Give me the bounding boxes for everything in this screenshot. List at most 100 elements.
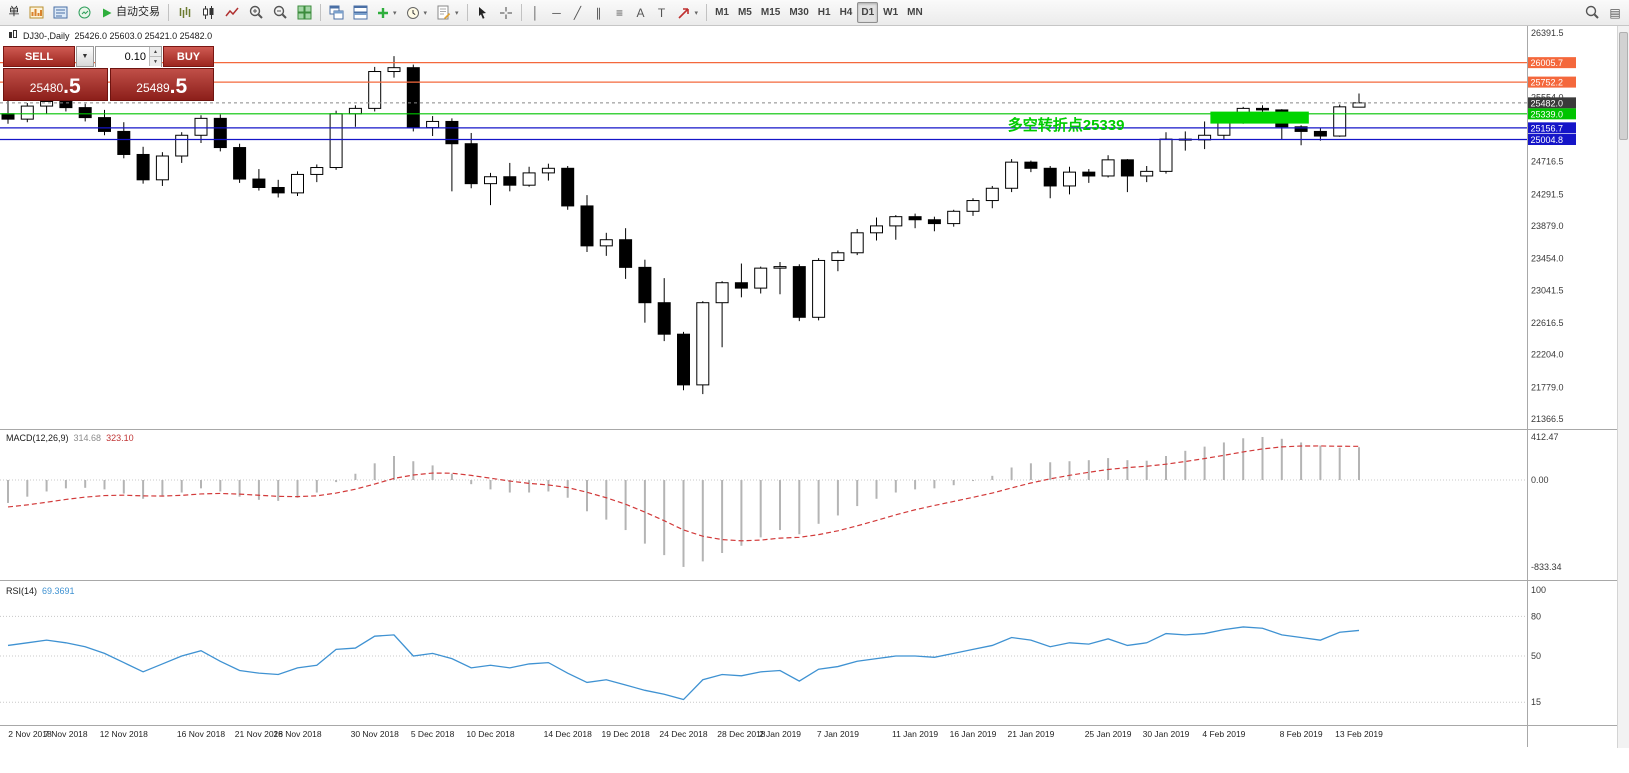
svg-text:2 Nov 2018: 2 Nov 2018 [8, 729, 52, 739]
bar-chart-button[interactable] [173, 2, 196, 23]
trend-line-button[interactable]: ╱ [573, 5, 582, 20]
horizontal-line-button[interactable]: ─ [552, 5, 561, 20]
crosshair-button[interactable] [495, 2, 517, 23]
toolbar-separator [168, 4, 169, 21]
macd-signal-value: 323.10 [106, 433, 134, 443]
label-button[interactable]: T [657, 5, 666, 20]
new-order-button[interactable]: 单 [8, 6, 20, 18]
svg-text:0.00: 0.00 [1531, 475, 1549, 485]
svg-text:50: 50 [1531, 651, 1541, 661]
drawing-objects [1210, 111, 1309, 124]
timeframe-m30-button[interactable]: M30 [789, 6, 809, 18]
svg-text:10 Dec 2018: 10 Dec 2018 [466, 729, 514, 739]
data-window-button[interactable]: ▤ [1609, 5, 1621, 20]
channel-button[interactable]: ∥ [595, 5, 602, 20]
periods-button[interactable]: ▾ [402, 2, 432, 23]
tile-windows-button[interactable] [293, 2, 316, 23]
toolbar-separator [320, 4, 321, 21]
buy-price-main: 25489 [136, 81, 170, 95]
highlight-rectangle [1210, 111, 1309, 124]
chart-ohlc: 25426.0 25603.0 25421.0 25482.0 [74, 31, 213, 41]
svg-text:21 Jan 2019: 21 Jan 2019 [1008, 729, 1055, 739]
volume-spinner: ▲ ▼ [149, 47, 161, 66]
templates-button[interactable]: ▾ [432, 2, 463, 23]
svg-text:25482.0: 25482.0 [1531, 98, 1564, 108]
toolbar-separator [706, 4, 708, 21]
sell-button[interactable]: SELL [3, 46, 75, 67]
zoom-out-button[interactable] [269, 2, 292, 23]
svg-text:25339.0: 25339.0 [1531, 109, 1564, 119]
candlestick-button[interactable] [197, 2, 220, 23]
vertical-line-button[interactable]: │ [531, 5, 540, 20]
volume-field: ▲ ▼ [95, 46, 162, 67]
volume-input[interactable] [96, 47, 161, 67]
cursor-button[interactable] [472, 2, 494, 23]
svg-text:25752.2: 25752.2 [1531, 78, 1564, 88]
sell-price-button[interactable]: 25480 .5 [3, 68, 108, 101]
line-chart-button[interactable] [221, 2, 244, 23]
auto-trading-button[interactable]: 自动交易 [97, 2, 164, 23]
svg-text:26391.5: 26391.5 [1531, 28, 1564, 38]
text-button[interactable]: A [636, 5, 645, 20]
fibonacci-button[interactable]: ≡ [616, 5, 624, 20]
timeframe-m1-button[interactable]: M1 [715, 6, 729, 18]
market-watch-button[interactable] [73, 2, 96, 23]
timeframe-h4-button[interactable]: H4 [839, 6, 853, 18]
svg-text:23041.5: 23041.5 [1531, 285, 1564, 295]
horizontal-lines [0, 62, 1527, 141]
cascade-windows-button[interactable] [325, 2, 348, 23]
svg-text:26 Nov 2018: 26 Nov 2018 [273, 729, 321, 739]
svg-text:11 Jan 2019: 11 Jan 2019 [892, 729, 938, 739]
svg-text:23454.0: 23454.0 [1531, 254, 1564, 264]
pane-separators [0, 26, 1617, 747]
one-click-trading-panel: SELL ▼ ▲ ▼ BUY 25480 .5 25489 .5 [3, 46, 214, 101]
buy-price-button[interactable]: 25489 .5 [109, 68, 214, 101]
timeframe-m15-button[interactable]: M15 [760, 6, 781, 18]
svg-text:24291.5: 24291.5 [1531, 189, 1564, 199]
arrange-windows-button[interactable] [349, 2, 372, 23]
rsi-value: 69.3691 [42, 586, 75, 596]
candles [1, 56, 1366, 395]
rsi-indicator-label: RSI(14) 69.3691 [6, 586, 75, 596]
indicator-levels [0, 479, 1527, 703]
svg-text:24 Dec 2018: 24 Dec 2018 [659, 729, 707, 739]
svg-text:30 Nov 2018: 30 Nov 2018 [351, 729, 399, 739]
svg-text:21 Nov 2018: 21 Nov 2018 [235, 729, 283, 739]
sell-price-frac: .5 [63, 75, 81, 98]
zoom-in-button[interactable] [245, 2, 268, 23]
search-button[interactable] [1581, 2, 1604, 23]
main-toolbar: 单自动交易 ▾ ▾ ▾ │ ─ ╱ ∥ ≡ A T ▾ M1 M5 M15 M30 H1 H4 D1 W1 MN ▤ [0, 0, 1629, 26]
svg-text:13 Feb 2019: 13 Feb 2019 [1335, 729, 1383, 739]
volume-increase-button[interactable]: ▲ [150, 47, 161, 57]
buy-button[interactable]: BUY [163, 46, 214, 67]
chart-title: DJ30-,Daily 25426.0 25603.0 25421.0 2548… [8, 30, 212, 42]
svg-text:21779.0: 21779.0 [1531, 382, 1564, 392]
svg-text:25156.7: 25156.7 [1531, 123, 1564, 133]
profiles-button[interactable] [49, 2, 72, 23]
trade-options-dropdown[interactable]: ▼ [76, 46, 94, 67]
chart-icon [8, 30, 18, 42]
timeframe-mn-button[interactable]: MN [907, 6, 923, 18]
svg-text:80: 80 [1531, 611, 1541, 621]
svg-text:7 Jan 2019: 7 Jan 2019 [817, 729, 859, 739]
price-tags: 25482.0 26005.7 25752.2 25339.0 25156.7 25004… [1528, 57, 1576, 146]
timeframe-h1-button[interactable]: H1 [817, 6, 831, 18]
svg-text:14 Dec 2018: 14 Dec 2018 [544, 729, 592, 739]
svg-text:2 Jan 2019: 2 Jan 2019 [759, 729, 801, 739]
scrollbar-thumb[interactable] [1619, 32, 1628, 140]
add-indicator-button[interactable]: ▾ [373, 2, 401, 23]
timeframe-d1-button[interactable]: D1 [857, 2, 879, 23]
volume-decrease-button[interactable]: ▼ [150, 57, 161, 66]
sell-price-main: 25480 [29, 81, 64, 95]
svg-text:24716.5: 24716.5 [1531, 157, 1564, 167]
timeframe-w1-button[interactable]: W1 [883, 6, 899, 18]
vertical-scrollbar[interactable] [1617, 26, 1629, 748]
rsi-name: RSI(14) [6, 586, 38, 596]
rsi-line [7, 626, 1360, 701]
timeframe-m5-button[interactable]: M5 [737, 6, 752, 18]
arrows-button[interactable]: ▾ [673, 2, 703, 23]
new-chart-button[interactable] [25, 2, 48, 23]
